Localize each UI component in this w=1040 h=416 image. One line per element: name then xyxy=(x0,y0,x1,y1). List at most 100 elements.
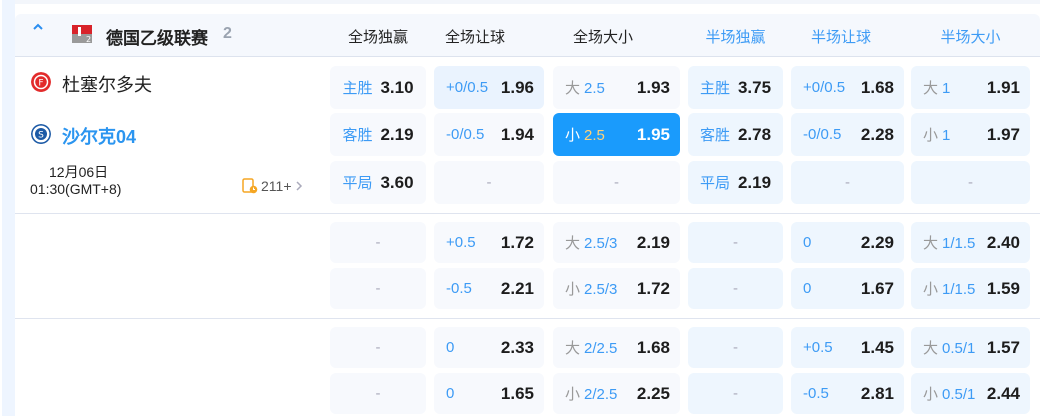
more-markets-link[interactable]: 211+ xyxy=(242,178,303,194)
overunder-line: 大 0.5/1 xyxy=(923,337,975,358)
odds-value: 1.45 xyxy=(860,337,894,357)
odds-value: 2.81 xyxy=(860,383,894,403)
outcome-label: 平局 xyxy=(342,175,373,192)
odds-cell-ht-1x2: - xyxy=(688,373,783,414)
odds-cell-ht-overunder[interactable]: 大 1 1.91 xyxy=(911,66,1030,109)
outcome-label: 平局 xyxy=(699,175,730,192)
handicap-line: 0 xyxy=(803,280,812,297)
odds-cell-ht-overunder: - xyxy=(911,161,1030,204)
collapse-chevron-icon[interactable] xyxy=(33,22,43,32)
empty-dash: - xyxy=(733,339,738,356)
overunder-line: 小 0.5/1 xyxy=(923,383,975,404)
odds-value: 1.68 xyxy=(636,337,670,357)
goal-line: 2.5 xyxy=(584,127,605,144)
overunder-line: 小 2.5 xyxy=(565,124,605,145)
overunder-line: 大 2.5/3 xyxy=(565,232,617,253)
col-header-ft-overunder: 全场大小 xyxy=(572,29,633,46)
odds-cell-ft-overunder[interactable]: 小 2.5/3 1.72 xyxy=(553,268,680,309)
odds-cell-ft-overunder[interactable]: 大 2/2.5 1.68 xyxy=(553,327,680,368)
away-team-name[interactable]: 沙尔克04 xyxy=(62,127,137,147)
odds-cell-ht-handicap[interactable]: 0 2.29 xyxy=(791,222,904,263)
handicap-line: +0.5 xyxy=(446,234,476,251)
odds-cell-ft-handicap[interactable]: -0.5 2.21 xyxy=(434,268,544,309)
goal-line: 2.5 xyxy=(584,80,605,97)
odds-value: 1.72 xyxy=(636,278,670,298)
goal-line: 2.5/3 xyxy=(584,281,618,298)
svg-text:S: S xyxy=(38,131,44,141)
more-markets-count: 211+ xyxy=(261,178,292,194)
league-name[interactable]: 德国乙级联赛 xyxy=(106,29,208,48)
odds-cell-ht-handicap[interactable]: 0 1.67 xyxy=(791,268,904,309)
odds-value: 2.33 xyxy=(500,337,534,357)
goal-line: 1/1.5 xyxy=(942,281,976,298)
odds-cell-ht-1x2[interactable]: 平局 2.19 xyxy=(688,161,783,204)
outcome-label: 主胜 xyxy=(699,80,730,97)
odds-cell-ht-1x2[interactable]: 客胜 2.78 xyxy=(688,113,783,156)
odds-value: 2.25 xyxy=(636,383,670,403)
handicap-line: +0.5 xyxy=(803,339,833,356)
odds-cell-ht-overunder[interactable]: 大 0.5/1 1.57 xyxy=(911,327,1030,368)
odds-cell-ft-overunder[interactable]: 小 2/2.5 2.25 xyxy=(553,373,680,414)
overunder-side: 大 xyxy=(923,235,939,252)
odds-cell-ht-overunder[interactable]: 小 1/1.5 1.59 xyxy=(911,268,1030,309)
odds-cell-ft-1x2[interactable]: 客胜 2.19 xyxy=(330,113,426,156)
odds-cell-ft-handicap[interactable]: +0/0.5 1.96 xyxy=(434,66,544,109)
odds-cell-ft-1x2[interactable]: 平局 3.60 xyxy=(330,161,426,204)
odds-cell-ft-handicap: - xyxy=(434,161,544,204)
odds-cell-ft-handicap[interactable]: +0.5 1.72 xyxy=(434,222,544,263)
odds-value: 1.91 xyxy=(986,77,1020,97)
odds-cell-ft-1x2: - xyxy=(330,373,426,414)
odds-value: 1.96 xyxy=(500,77,534,97)
odds-cell-ht-handicap[interactable]: +0.5 1.45 xyxy=(791,327,904,368)
odds-cell-ft-1x2: - xyxy=(330,268,426,309)
odds-cell-ht-overunder[interactable]: 小 1 1.97 xyxy=(911,113,1030,156)
odds-value: 2.78 xyxy=(737,124,772,144)
odds-cell-ht-handicap[interactable]: -0/0.5 2.28 xyxy=(791,113,904,156)
odds-cell-ht-handicap[interactable]: +0/0.5 1.68 xyxy=(791,66,904,109)
handicap-line: 0 xyxy=(446,339,455,356)
odds-cell-ft-1x2: - xyxy=(330,222,426,263)
odds-cell-ft-handicap[interactable]: 0 2.33 xyxy=(434,327,544,368)
handicap-line: -0/0.5 xyxy=(803,126,842,143)
odds-cell-ht-overunder[interactable]: 大 1/1.5 2.40 xyxy=(911,222,1030,263)
chevron-right-icon xyxy=(295,181,302,191)
handicap-line: 0 xyxy=(803,234,812,251)
odds-cell-ft-overunder[interactable]: 小 2.5 1.95 xyxy=(553,113,680,156)
odds-value: 3.60 xyxy=(380,172,414,192)
odds-cell-ft-handicap[interactable]: -0/0.5 1.94 xyxy=(434,113,544,156)
handicap-line: -0/0.5 xyxy=(446,126,485,143)
home-team-name[interactable]: 杜塞尔多夫 xyxy=(62,75,152,95)
odds-cell-ft-1x2[interactable]: 主胜 3.10 xyxy=(330,66,426,109)
odds-cell-ft-overunder[interactable]: 大 2.5 1.93 xyxy=(553,66,680,109)
odds-cell-ht-overunder[interactable]: 小 0.5/1 2.44 xyxy=(911,373,1030,414)
empty-dash: - xyxy=(733,385,738,402)
svg-text:2: 2 xyxy=(86,35,91,43)
handicap-line: +0/0.5 xyxy=(803,79,846,96)
odds-cell-ht-handicap[interactable]: -0.5 2.81 xyxy=(791,373,904,414)
odds-value: 1.97 xyxy=(986,124,1020,144)
odds-value: 2.44 xyxy=(986,383,1020,403)
empty-dash: - xyxy=(733,234,738,251)
svg-text:F: F xyxy=(38,79,43,89)
overunder-side: 大 xyxy=(923,80,939,97)
overunder-side: 小 xyxy=(565,386,581,403)
bundesliga2-logo-icon: 2 xyxy=(72,25,92,43)
odds-value: 2.19 xyxy=(737,172,772,192)
empty-dash: - xyxy=(968,174,973,191)
odds-cell-ft-overunder: - xyxy=(553,161,680,204)
match-time: 01:30(GMT+8) xyxy=(30,181,122,197)
col-header-ht-handicap: 半场让球 xyxy=(810,29,871,46)
away-team-badge-icon: S xyxy=(31,124,51,144)
odds-value: 2.19 xyxy=(636,232,670,252)
odds-cell-ft-handicap[interactable]: 0 1.65 xyxy=(434,373,544,414)
overunder-side: 大 xyxy=(923,340,939,357)
odds-cell-ht-1x2[interactable]: 主胜 3.75 xyxy=(688,66,783,109)
odds-cell-ft-overunder[interactable]: 大 2.5/3 2.19 xyxy=(553,222,680,263)
handicap-line: -0.5 xyxy=(446,280,472,297)
odds-value: 2.40 xyxy=(986,232,1020,252)
home-team-badge-icon: F xyxy=(31,72,51,92)
empty-dash: - xyxy=(375,280,381,297)
odds-value: 3.10 xyxy=(380,77,414,97)
overunder-side: 大 xyxy=(565,235,581,252)
outcome-label: 客胜 xyxy=(699,127,730,144)
